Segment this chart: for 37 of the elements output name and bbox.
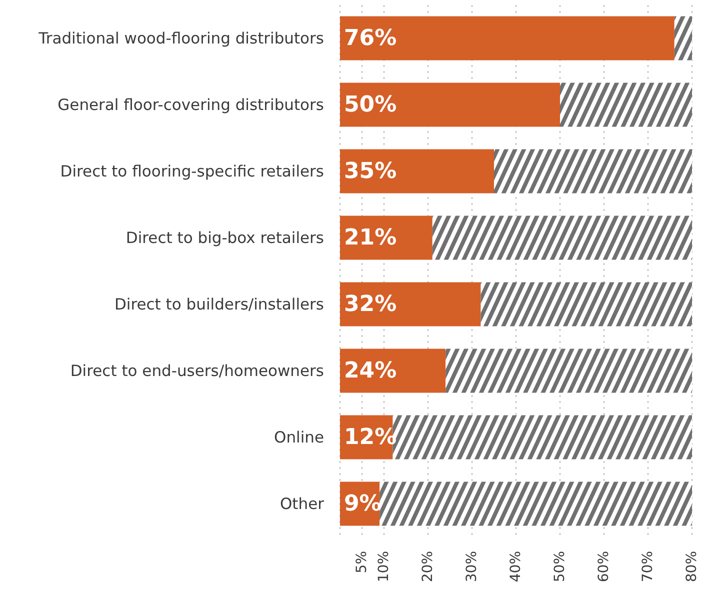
x-tick-label: 60%: [596, 551, 612, 582]
bar: [560, 82, 692, 127]
bar: [340, 282, 481, 326]
data-label: 24%: [344, 358, 397, 384]
x-tick-label: 70%: [640, 551, 656, 582]
bar: [340, 16, 674, 60]
bar: [432, 216, 692, 260]
bar: [674, 16, 692, 60]
y-tick-label: Direct to big-box retailers: [126, 228, 324, 247]
data-label: 21%: [344, 225, 397, 250]
data-label: 35%: [344, 158, 397, 184]
data-label: 9%: [344, 491, 382, 516]
x-tick-label: 5%: [354, 551, 370, 574]
bar: [340, 216, 432, 260]
bar: [480, 282, 692, 326]
bar: [446, 348, 692, 393]
y-tick-label: Other: [280, 494, 325, 513]
y-tick-label: Direct to end-users/homeowners: [70, 362, 324, 380]
bar: [340, 149, 494, 194]
y-tick-label: Traditional wood-flooring distributors: [38, 29, 324, 48]
x-tick-label: 50%: [552, 551, 568, 582]
bar: [380, 482, 692, 526]
x-tick-label: 80%: [684, 551, 700, 582]
y-tick-label: Online: [274, 428, 324, 446]
bar: [340, 348, 446, 393]
data-label: 76%: [344, 26, 397, 51]
x-tick-label: 10%: [376, 551, 392, 582]
y-tick-label: General floor-covering distributors: [58, 96, 324, 114]
data-label: 50%: [344, 92, 397, 118]
bar: [340, 82, 560, 127]
x-tick-label: 20%: [420, 551, 436, 582]
y-tick-label: Direct to flooring-specific retailers: [60, 162, 324, 180]
x-tick-label: 30%: [464, 551, 480, 582]
data-label: 32%: [344, 292, 397, 317]
x-tick-label: 40%: [508, 551, 524, 582]
y-tick-label: Direct to builders/installers: [114, 295, 324, 314]
bar: [494, 149, 692, 194]
